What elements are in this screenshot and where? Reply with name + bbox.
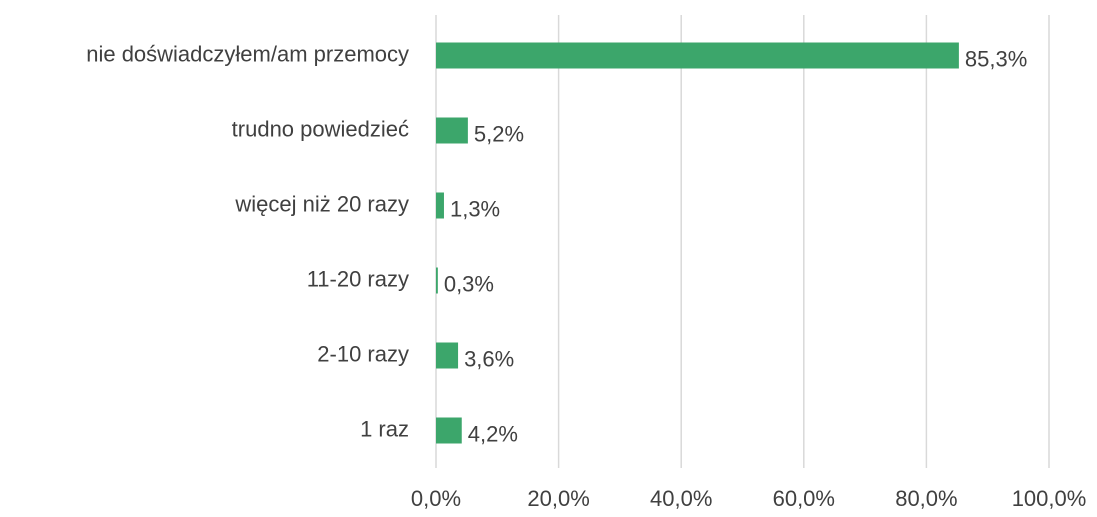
data-label: 0,3% — [444, 271, 494, 296]
bar — [436, 117, 468, 144]
y-tick-label: 11-20 razy — [307, 266, 409, 291]
x-tick-label: 0,0% — [411, 486, 461, 511]
bar — [436, 267, 438, 294]
x-tick-label: 100,0% — [1012, 486, 1087, 511]
y-tick-label: trudno powiedzieć — [232, 116, 409, 141]
data-label: 3,6% — [464, 346, 514, 371]
data-label: 4,2% — [468, 421, 518, 446]
x-tick-label: 40,0% — [650, 486, 712, 511]
y-tick-label: więcej niż 20 razy — [234, 191, 409, 216]
x-tick-label: 80,0% — [895, 486, 957, 511]
x-tick-label: 20,0% — [527, 486, 589, 511]
data-label: 85,3% — [965, 46, 1027, 71]
y-tick-label: 2-10 razy — [317, 341, 409, 366]
bar — [436, 42, 959, 69]
bar — [436, 342, 459, 369]
data-label: 1,3% — [450, 196, 500, 221]
data-label: 5,2% — [474, 121, 524, 146]
y-tick-label: nie doświadczyłem/am przemocy — [86, 41, 409, 66]
bar — [436, 417, 462, 444]
bar — [436, 192, 444, 219]
y-tick-label: 1 raz — [360, 416, 409, 441]
x-tick-label: 60,0% — [773, 486, 835, 511]
